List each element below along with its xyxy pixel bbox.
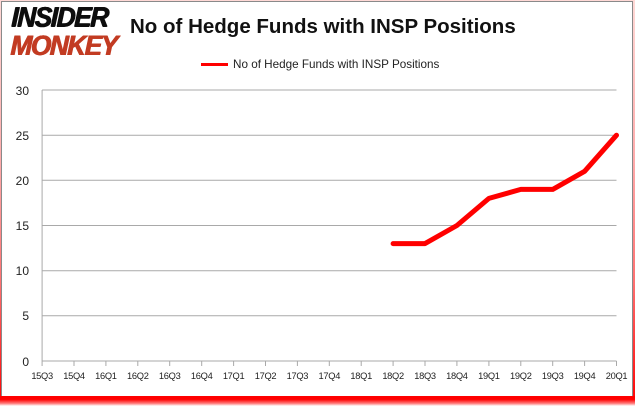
svg-text:17Q1: 17Q1 [223,371,245,381]
svg-text:15: 15 [16,219,30,233]
svg-text:18Q2: 18Q2 [382,371,404,381]
svg-text:19Q3: 19Q3 [542,371,564,381]
svg-text:15Q4: 15Q4 [63,371,85,381]
svg-text:18Q3: 18Q3 [414,371,436,381]
svg-text:19Q4: 19Q4 [574,371,596,381]
svg-text:0: 0 [22,355,29,369]
svg-text:19Q1: 19Q1 [478,371,500,381]
svg-text:15Q3: 15Q3 [31,371,53,381]
svg-text:25: 25 [16,129,30,143]
svg-text:30: 30 [16,84,30,98]
svg-text:18Q4: 18Q4 [446,371,468,381]
svg-text:16Q3: 16Q3 [159,371,181,381]
svg-text:19Q2: 19Q2 [510,371,532,381]
svg-text:17Q2: 17Q2 [255,371,277,381]
svg-text:20: 20 [16,174,30,188]
svg-text:16Q4: 16Q4 [191,371,213,381]
svg-text:20Q1: 20Q1 [606,371,628,381]
svg-text:16Q2: 16Q2 [127,371,149,381]
svg-text:17Q3: 17Q3 [287,371,309,381]
svg-text:5: 5 [22,309,29,323]
svg-text:17Q4: 17Q4 [319,371,341,381]
svg-text:16Q1: 16Q1 [95,371,117,381]
svg-text:10: 10 [16,264,30,278]
svg-text:18Q1: 18Q1 [350,371,372,381]
